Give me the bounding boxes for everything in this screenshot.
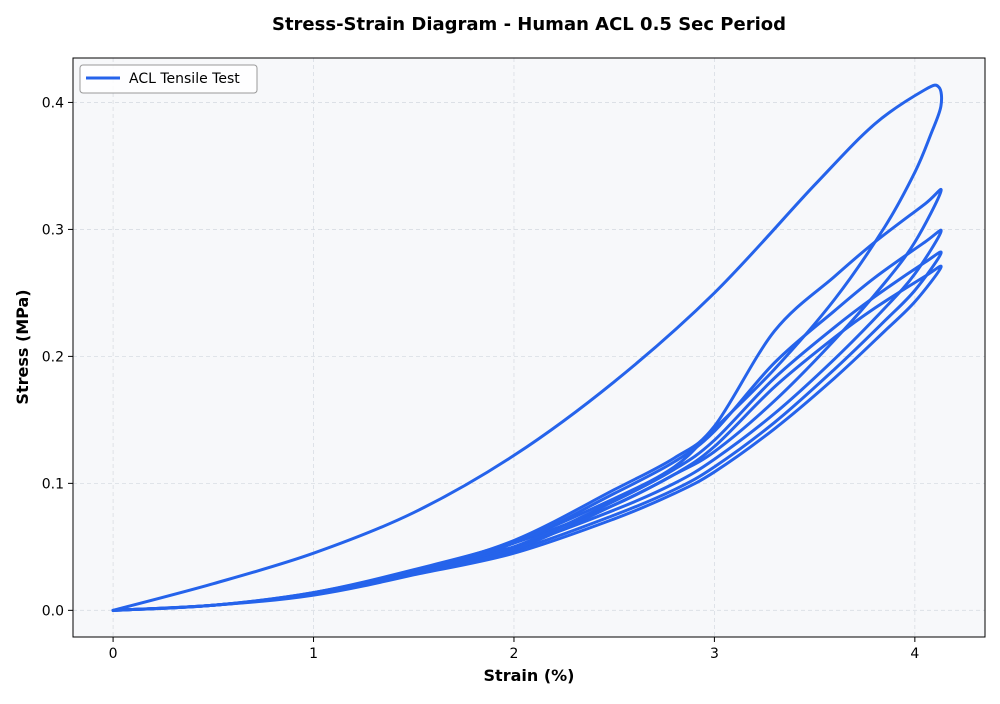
x-tick-label: 3 [710, 646, 719, 662]
y-axis-label: Stress (MPa) [13, 289, 32, 404]
grid [73, 58, 985, 637]
x-tick-label: 4 [910, 646, 919, 662]
legend[interactable]: ACL Tensile Test [79, 64, 258, 94]
x-tick-label: 1 [309, 646, 318, 662]
y-tick-label: 0.4 [42, 95, 64, 111]
y-axis-ticks: 0.0 0.1 0.2 0.3 0.4 [42, 95, 73, 619]
y-tick-label: 0.2 [42, 349, 64, 365]
x-axis-ticks: 0 1 2 3 4 [109, 637, 919, 662]
legend-label: ACL Tensile Test [129, 71, 240, 87]
x-tick-label: 0 [109, 646, 118, 662]
y-tick-label: 0.1 [42, 476, 64, 492]
hysteresis-loop-5 [111, 264, 943, 612]
legend-box [79, 64, 258, 94]
chart-title: Stress-Strain Diagram - Human ACL 0.5 Se… [272, 14, 786, 35]
y-tick-label: 0.0 [42, 603, 64, 619]
x-tick-label: 2 [510, 646, 519, 662]
y-tick-label: 0.3 [42, 222, 64, 238]
series-layer [111, 83, 944, 612]
plot-frame [72, 57, 986, 638]
x-axis-label: Strain (%) [484, 666, 575, 685]
